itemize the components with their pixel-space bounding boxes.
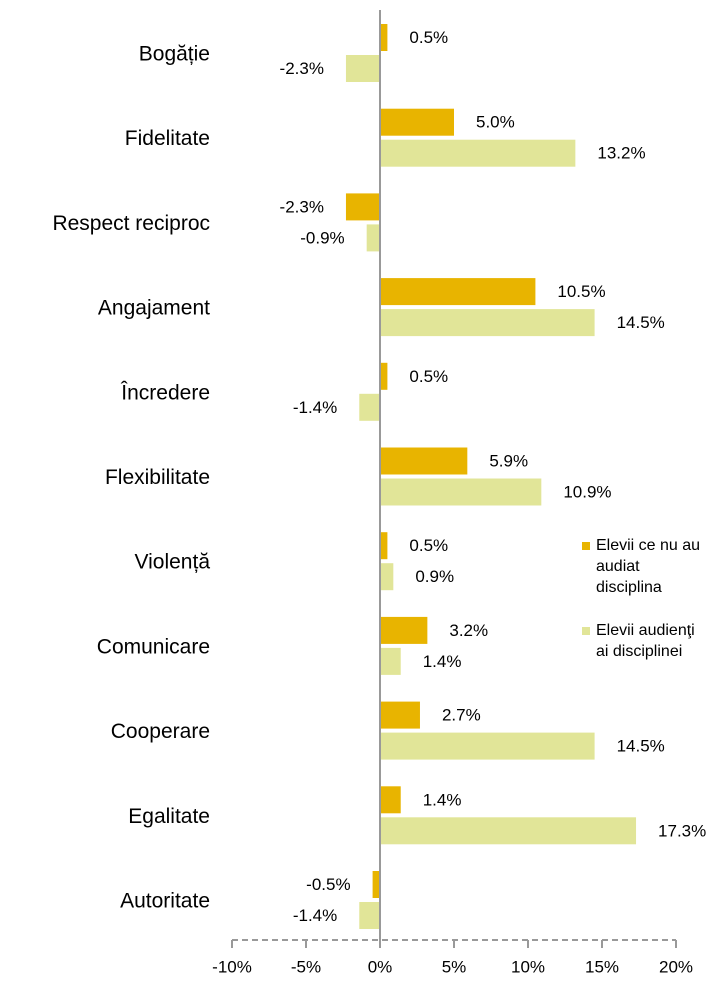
bar [380,563,394,591]
value-label: -2.3% [280,59,324,78]
value-label: 3.2% [449,621,488,640]
value-label: -0.5% [306,875,350,894]
bar [380,701,420,729]
value-label: 14.5% [617,313,665,332]
legend-swatch [582,627,590,635]
value-label: 10.9% [563,482,611,501]
category-label: Flexibilitate [105,466,210,489]
x-tick-label: 10% [511,957,545,976]
value-label: 17.3% [658,821,706,840]
value-label: 1.4% [423,652,462,671]
legend-label: Elevii audienţi ai disciplinei [596,622,695,660]
category-label: Autoritate [120,890,210,913]
legend-label: Elevii ce nu au audiat disciplina [596,537,701,596]
bar [380,616,428,644]
bar [380,786,401,814]
x-tick-label: 20% [659,957,693,976]
category-label: Respect reciproc [52,212,210,235]
category-label: Fidelitate [125,127,210,150]
bar [380,478,542,506]
value-label: 10.5% [557,282,605,301]
value-label: 1.4% [423,790,462,809]
value-label: 5.9% [489,451,528,470]
bar [380,532,388,560]
category-label: Egalitate [128,805,210,828]
value-label: 14.5% [617,737,665,756]
bar [380,108,454,136]
value-label: 13.2% [597,144,645,163]
x-tick-label: 0% [368,957,393,976]
bar [380,447,468,475]
value-label: -2.3% [280,197,324,216]
legend-item: Elevii audienţi ai disciplinei [596,622,695,660]
bar [345,193,380,221]
value-label: 5.0% [476,113,515,132]
value-label: 0.5% [409,536,448,555]
bar [359,902,380,929]
bar [380,309,595,337]
x-tick-label: 15% [585,957,619,976]
value-label: -1.4% [293,906,337,925]
value-label: 0.9% [415,567,454,586]
bar [380,24,388,51]
bar [380,732,595,760]
category-label: Violență [134,551,210,574]
value-label: 0.5% [409,28,448,47]
bar [380,278,536,306]
value-label: 2.7% [442,706,481,725]
category-label: Încredere [120,381,210,404]
bar [345,55,380,82]
legend-item: Elevii ce nu au audiat disciplina [596,537,701,596]
bar [380,362,388,390]
value-label: 0.5% [409,367,448,386]
bar [380,647,401,675]
value-label: -0.9% [300,228,344,247]
category-label: Angajament [98,297,210,320]
x-tick-label: -10% [212,957,252,976]
bar [372,871,380,898]
bar [359,393,380,421]
bar [380,139,576,167]
x-tick-label: 5% [442,957,467,976]
bar [366,224,380,252]
value-label: -1.4% [293,398,337,417]
x-tick-label: -5% [291,957,321,976]
bar [380,817,637,845]
legend-swatch [582,542,590,550]
category-label: Cooperare [111,720,210,743]
category-label: Bogăție [139,43,210,66]
category-label: Comunicare [97,635,210,658]
